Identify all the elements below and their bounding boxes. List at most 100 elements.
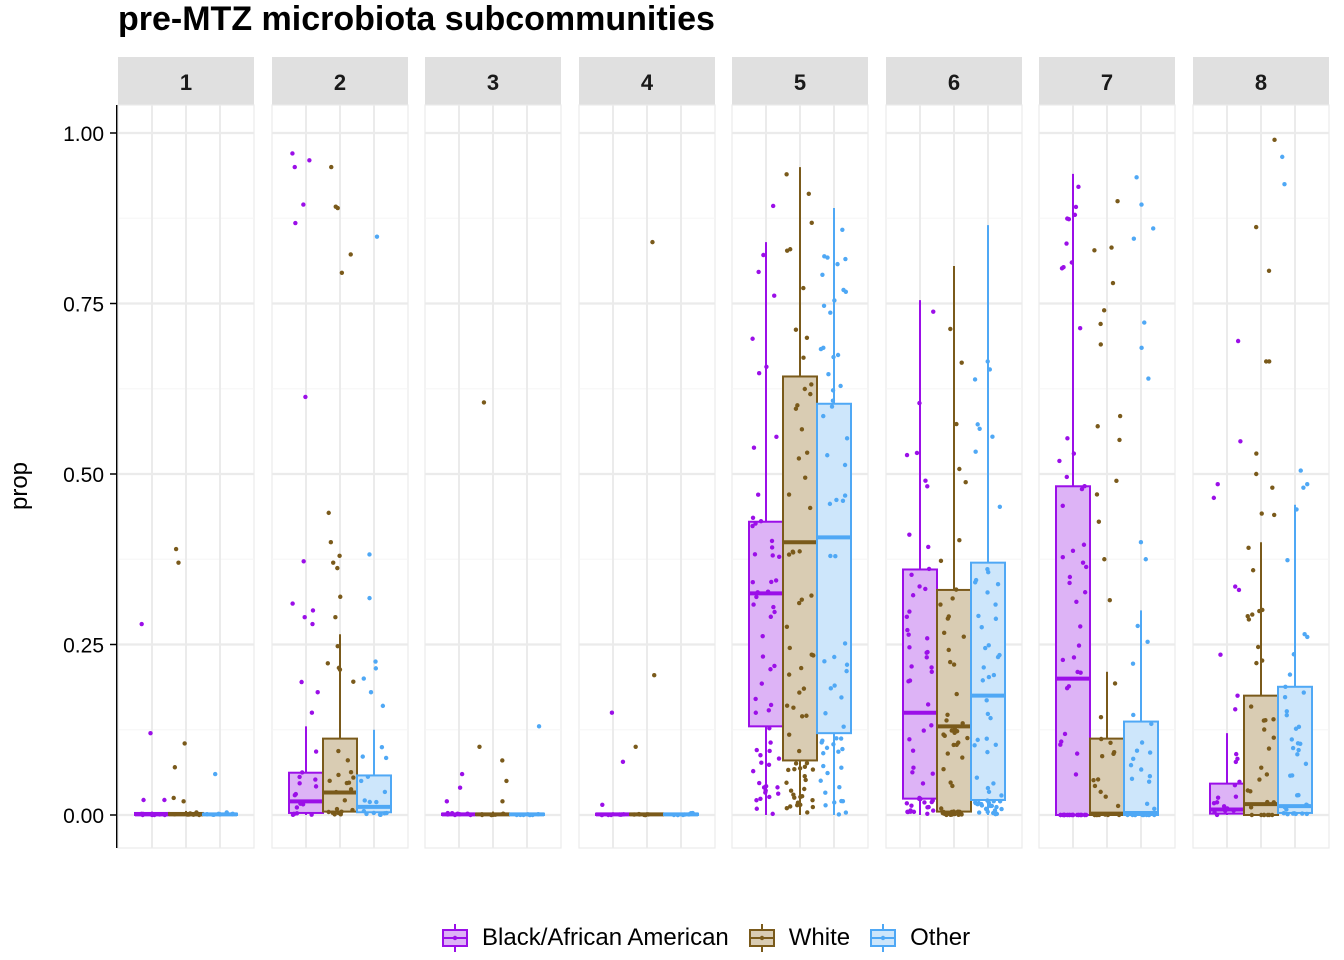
data-point (991, 798, 996, 804)
data-point (140, 811, 146, 817)
data-point (1135, 623, 1140, 629)
data-point (350, 807, 355, 813)
data-point (788, 247, 793, 252)
data-point (346, 780, 352, 785)
data-point (348, 769, 354, 775)
outlier-point (1098, 321, 1103, 327)
outlier-point (1235, 338, 1241, 344)
data-point (336, 772, 341, 778)
data-point (828, 310, 833, 315)
outlier-point (1096, 519, 1102, 524)
data-point (1125, 812, 1130, 818)
outlier-point (380, 703, 386, 709)
data-point (828, 553, 833, 559)
data-point (1078, 624, 1083, 629)
data-point (298, 801, 303, 806)
data-point (686, 812, 692, 817)
data-point (755, 492, 761, 497)
outlier-point (1095, 424, 1100, 429)
data-point (909, 664, 914, 669)
data-point (950, 783, 955, 789)
data-point (799, 427, 805, 432)
data-point (750, 523, 755, 529)
data-point (530, 812, 535, 818)
data-point (1073, 772, 1079, 777)
outlier-point (148, 730, 153, 736)
data-point (1249, 812, 1255, 818)
data-point (365, 774, 371, 779)
data-point (909, 572, 914, 577)
data-point (493, 812, 498, 817)
data-point (1293, 726, 1299, 731)
data-point (754, 806, 759, 811)
outlier-point (1139, 345, 1144, 351)
legend-key-black-african-american (440, 923, 470, 953)
data-point (1212, 810, 1217, 815)
data-point (642, 812, 648, 818)
data-point (336, 748, 341, 754)
data-point (313, 777, 318, 782)
box-2-1 (288, 151, 324, 818)
data-point (929, 665, 934, 670)
data-point (793, 327, 799, 332)
data-point (840, 798, 846, 804)
box-5-1 (748, 203, 784, 817)
data-point (348, 787, 354, 792)
data-point (761, 785, 767, 790)
outlier-point (1271, 512, 1277, 518)
box-rect (902, 568, 938, 800)
data-point (804, 450, 810, 455)
outlier-point (1235, 693, 1240, 698)
outlier-point (1266, 268, 1272, 273)
outlier-point (444, 799, 450, 804)
data-point (930, 798, 935, 803)
data-point (951, 662, 957, 667)
outlier-point (1117, 437, 1122, 443)
outlier-point (173, 546, 179, 552)
data-point (917, 584, 922, 589)
data-point (839, 765, 844, 770)
outlier-point (1092, 248, 1097, 253)
data-point (797, 690, 802, 695)
data-point (1285, 812, 1290, 817)
data-point (1139, 740, 1145, 745)
data-point (908, 809, 913, 814)
data-point (803, 475, 808, 480)
data-point (801, 686, 807, 691)
outlier-point (302, 615, 307, 620)
data-point (750, 515, 756, 520)
box-3-3 (509, 724, 545, 818)
data-point (1073, 204, 1079, 210)
data-point (1271, 800, 1277, 805)
outlier-point (303, 394, 308, 400)
data-point (1259, 765, 1264, 770)
data-point (362, 798, 367, 803)
data-point (786, 767, 791, 773)
data-point (230, 811, 235, 817)
data-point (1250, 612, 1255, 617)
outlier-point (1139, 202, 1144, 207)
data-point (993, 616, 999, 621)
data-point (818, 778, 823, 783)
data-point (1066, 216, 1072, 222)
data-point (671, 812, 677, 818)
data-point (488, 812, 494, 818)
data-point (1254, 660, 1259, 666)
data-point (1062, 731, 1068, 737)
data-point (797, 549, 802, 554)
data-point (776, 554, 782, 559)
outlier-point (1142, 320, 1147, 325)
data-point (960, 755, 965, 760)
box-1-1 (134, 621, 170, 818)
data-point (844, 662, 850, 667)
box-4-1 (595, 710, 631, 818)
outlier-point (1236, 587, 1242, 593)
data-point (194, 810, 199, 815)
data-point (823, 790, 828, 795)
data-point (974, 775, 980, 780)
data-point (1289, 773, 1295, 778)
data-point (1235, 756, 1240, 762)
outlier-point (182, 741, 187, 746)
data-point (954, 742, 959, 748)
data-point (904, 801, 910, 806)
